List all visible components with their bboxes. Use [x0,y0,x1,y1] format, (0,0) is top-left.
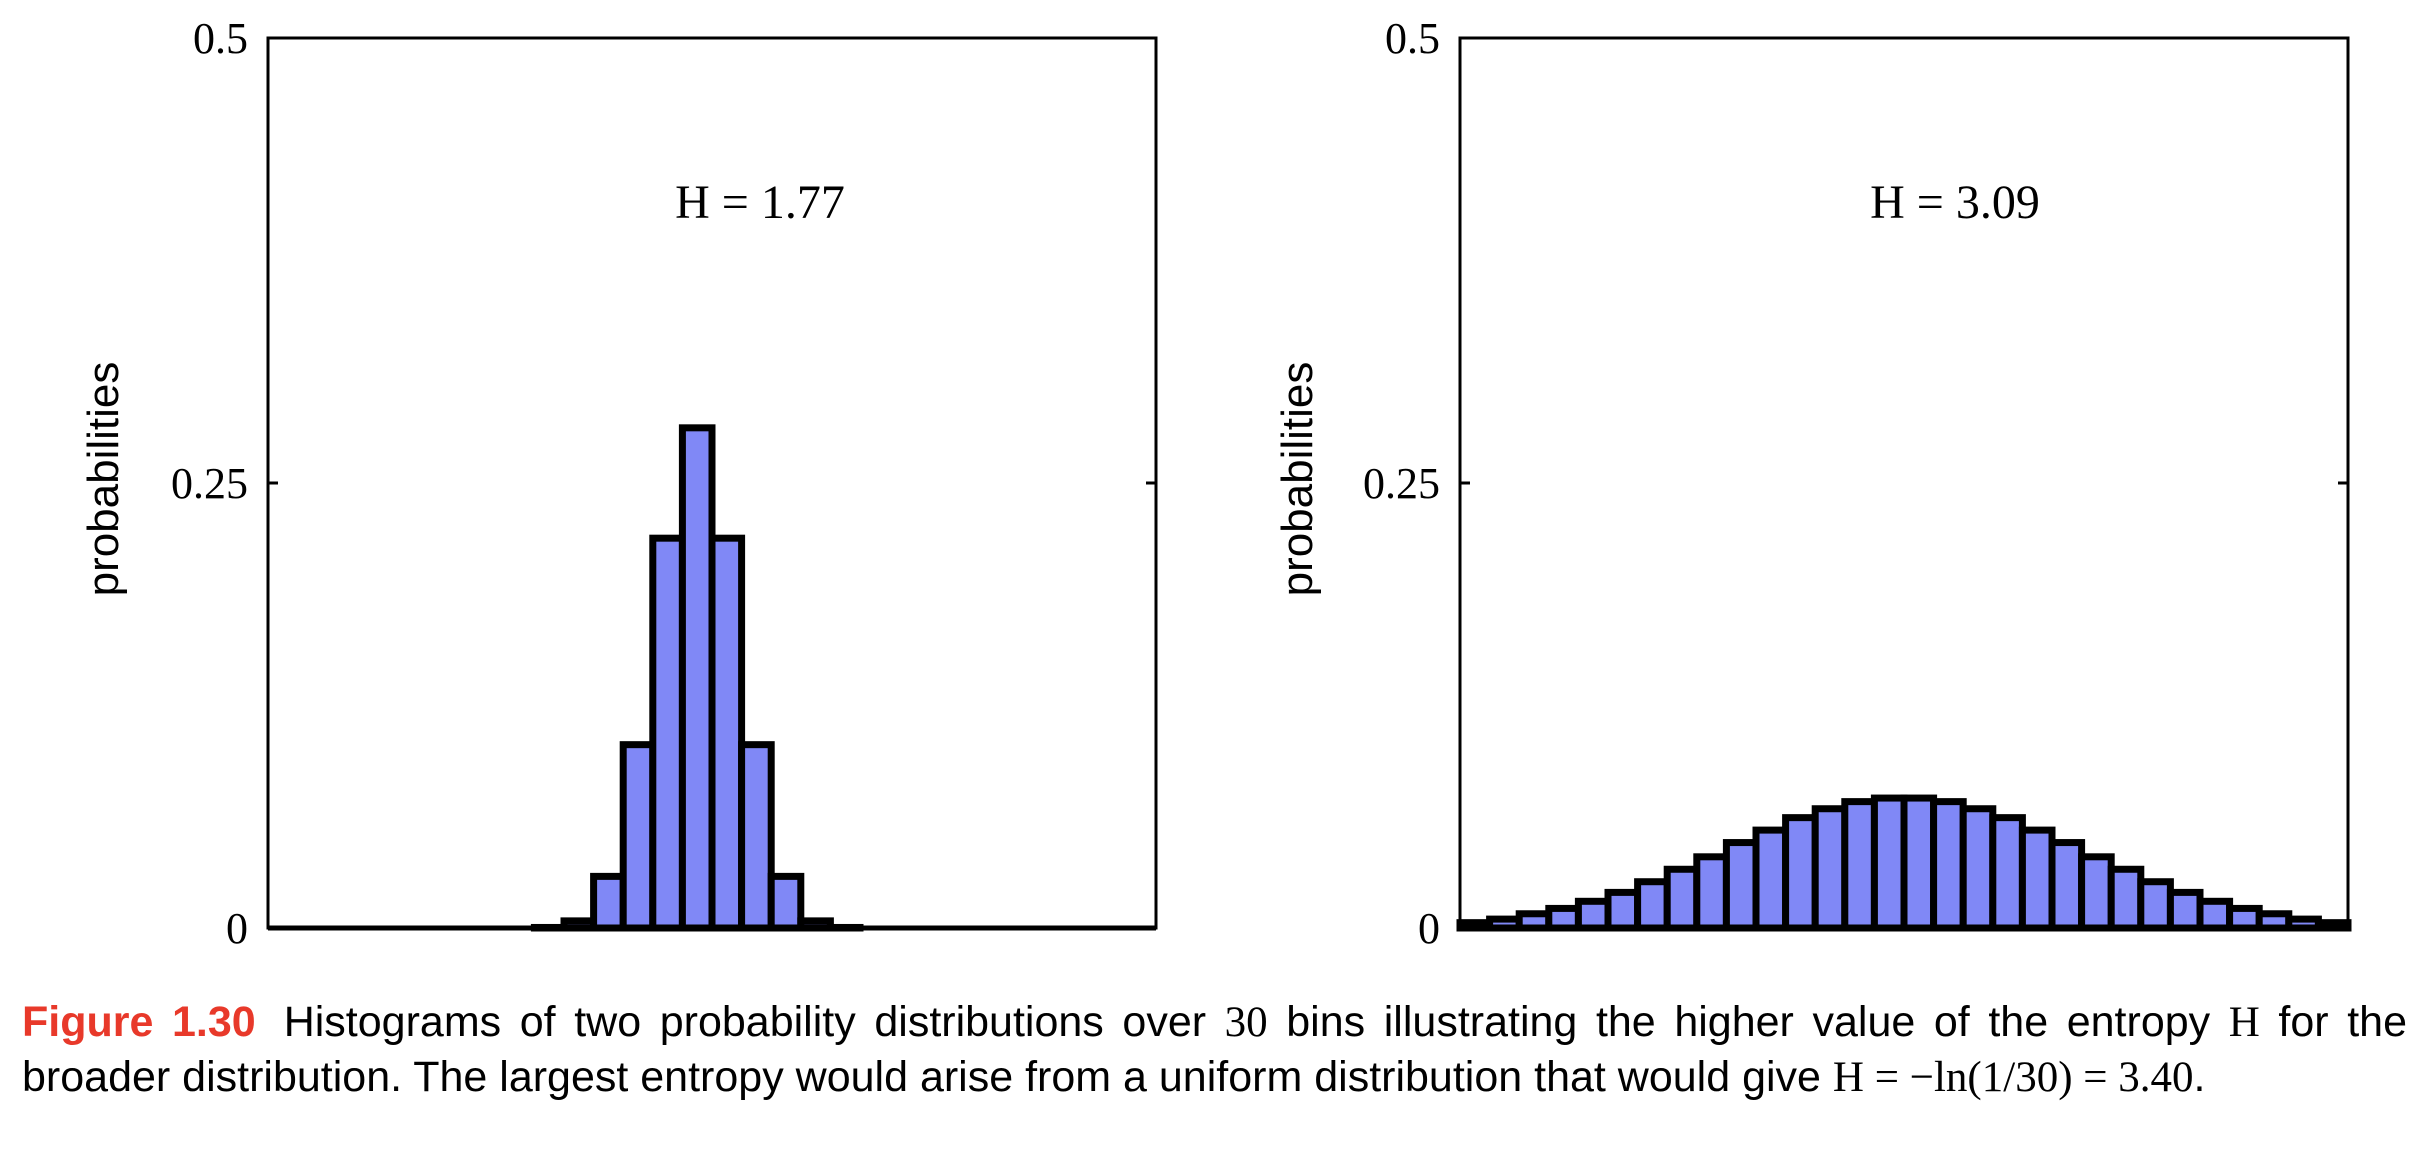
y-axis-label: probabilities [1273,362,1322,597]
figure-label: Figure 1.30 [22,998,256,1046]
y-tick-label: 0 [1418,904,1440,953]
bar [1959,805,1997,932]
caption-math-entropy: H [2228,999,2260,1046]
right-histogram: 0 0.25 0.5 probabilities H = 3.09 [1273,14,2352,953]
bar [2196,897,2234,932]
bar [1604,888,1642,932]
bar [738,741,775,932]
bar [1900,794,1938,932]
bar [1841,798,1878,932]
bar [1634,878,1671,932]
bar [1663,865,1701,932]
y-tick-label: 0.25 [171,459,248,508]
bar [619,741,657,932]
caption-text-3: for the broader distribution. The larges… [22,998,2408,1101]
bar [1574,897,1612,932]
bar [767,872,805,932]
left-histogram: 0 0.25 0.5 probabilities H = 1.77 [79,14,1158,953]
caption-text-4: . [2193,1053,2206,1101]
bar [2226,904,2263,932]
y-tick-label: 0.5 [193,14,248,63]
bar [1545,904,1582,932]
bar [2018,826,2056,932]
bar [708,534,746,932]
caption-math-bins: 30 [1224,999,1268,1046]
plot-frame [1458,36,2350,930]
bar [1989,814,2026,932]
bar [678,424,716,932]
figure: 0 0.25 0.5 probabilities H = 1.77 0 0.25 0.5 pr… [79,14,2352,953]
bar [1870,794,1908,932]
y-tick-label: 0.5 [1385,14,1440,63]
y-tick-label: 0 [226,904,248,953]
bar [1752,826,1790,932]
bar [2107,865,2145,932]
caption-text-2: bins illustrating the higher value of th… [1267,998,2229,1046]
bar [1693,853,1730,932]
entropy-annotation: H = 3.09 [1870,176,2040,229]
bar [2048,839,2086,932]
caption-text-1: Histograms of two probability distributi… [283,998,1225,1046]
entropy-annotation: H = 1.77 [675,176,845,229]
bar [2078,853,2115,932]
y-axis-label: probabilities [79,362,128,597]
bar [1782,814,1819,932]
bar [1930,798,1967,932]
bar [2137,878,2174,932]
bar [649,534,686,932]
bar [1811,805,1849,932]
bar [1722,839,1760,932]
figure-caption: Figure 1.30 Histograms of two probability… [22,995,2407,1105]
caption-math-formula: H = −ln(1/30) = 3.40 [1832,1054,2194,1101]
bar [2166,888,2204,932]
bar [590,872,627,932]
y-tick-label: 0.25 [1363,459,1440,508]
